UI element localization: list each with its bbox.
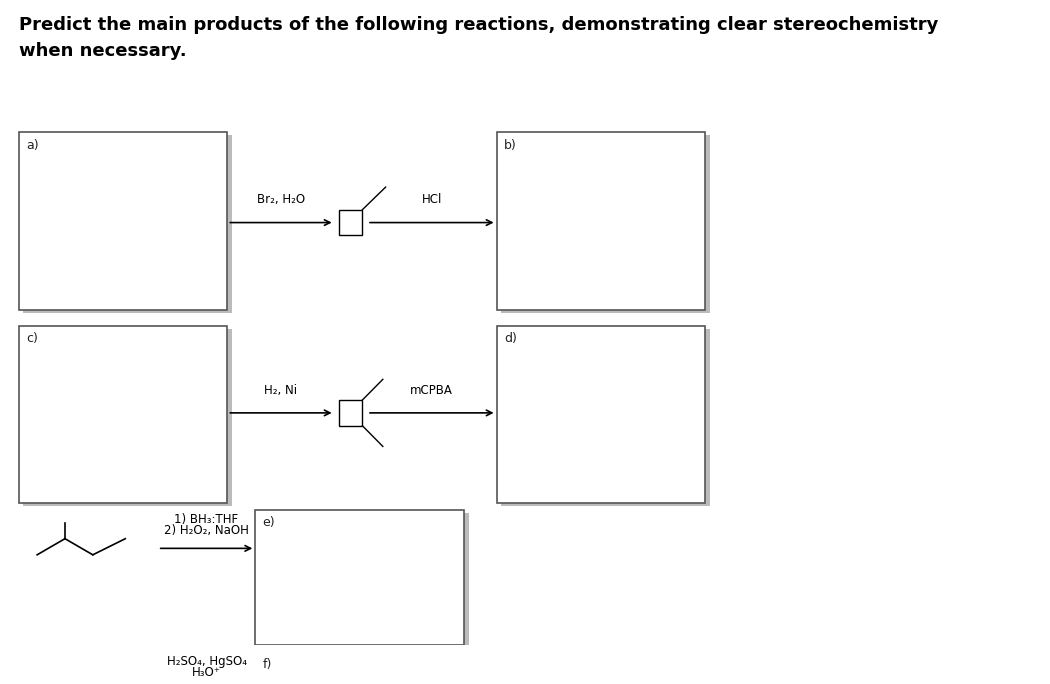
Text: when necessary.: when necessary. xyxy=(19,42,186,60)
Text: H₂, Ni: H₂, Ni xyxy=(265,384,297,397)
Text: b): b) xyxy=(504,139,517,152)
Text: 1) BH₃:THF: 1) BH₃:THF xyxy=(174,513,238,526)
FancyBboxPatch shape xyxy=(501,135,710,313)
FancyBboxPatch shape xyxy=(19,326,228,503)
FancyBboxPatch shape xyxy=(497,132,706,310)
Text: 2) H₂O₂, NaOH: 2) H₂O₂, NaOH xyxy=(164,524,249,537)
Text: e): e) xyxy=(262,516,275,529)
Text: Br₂, H₂O: Br₂, H₂O xyxy=(257,194,306,207)
Text: HCl: HCl xyxy=(422,194,442,207)
FancyBboxPatch shape xyxy=(259,655,468,684)
FancyBboxPatch shape xyxy=(23,329,232,506)
FancyBboxPatch shape xyxy=(497,326,706,503)
FancyBboxPatch shape xyxy=(255,510,464,645)
Text: H₂SO₄, HgSO₄: H₂SO₄, HgSO₄ xyxy=(167,655,247,668)
FancyBboxPatch shape xyxy=(19,132,228,310)
Text: c): c) xyxy=(26,332,38,345)
FancyBboxPatch shape xyxy=(23,135,232,313)
Text: Predict the main products of the following reactions, demonstrating clear stereo: Predict the main products of the followi… xyxy=(19,16,938,34)
FancyBboxPatch shape xyxy=(339,210,362,235)
Text: mCPBA: mCPBA xyxy=(411,384,454,397)
Text: a): a) xyxy=(26,139,39,152)
Text: f): f) xyxy=(262,658,272,671)
FancyBboxPatch shape xyxy=(339,400,362,425)
FancyBboxPatch shape xyxy=(259,513,468,648)
Text: H₃O⁺: H₃O⁺ xyxy=(192,666,220,679)
FancyBboxPatch shape xyxy=(255,652,464,684)
Text: d): d) xyxy=(504,332,517,345)
FancyBboxPatch shape xyxy=(501,329,710,506)
